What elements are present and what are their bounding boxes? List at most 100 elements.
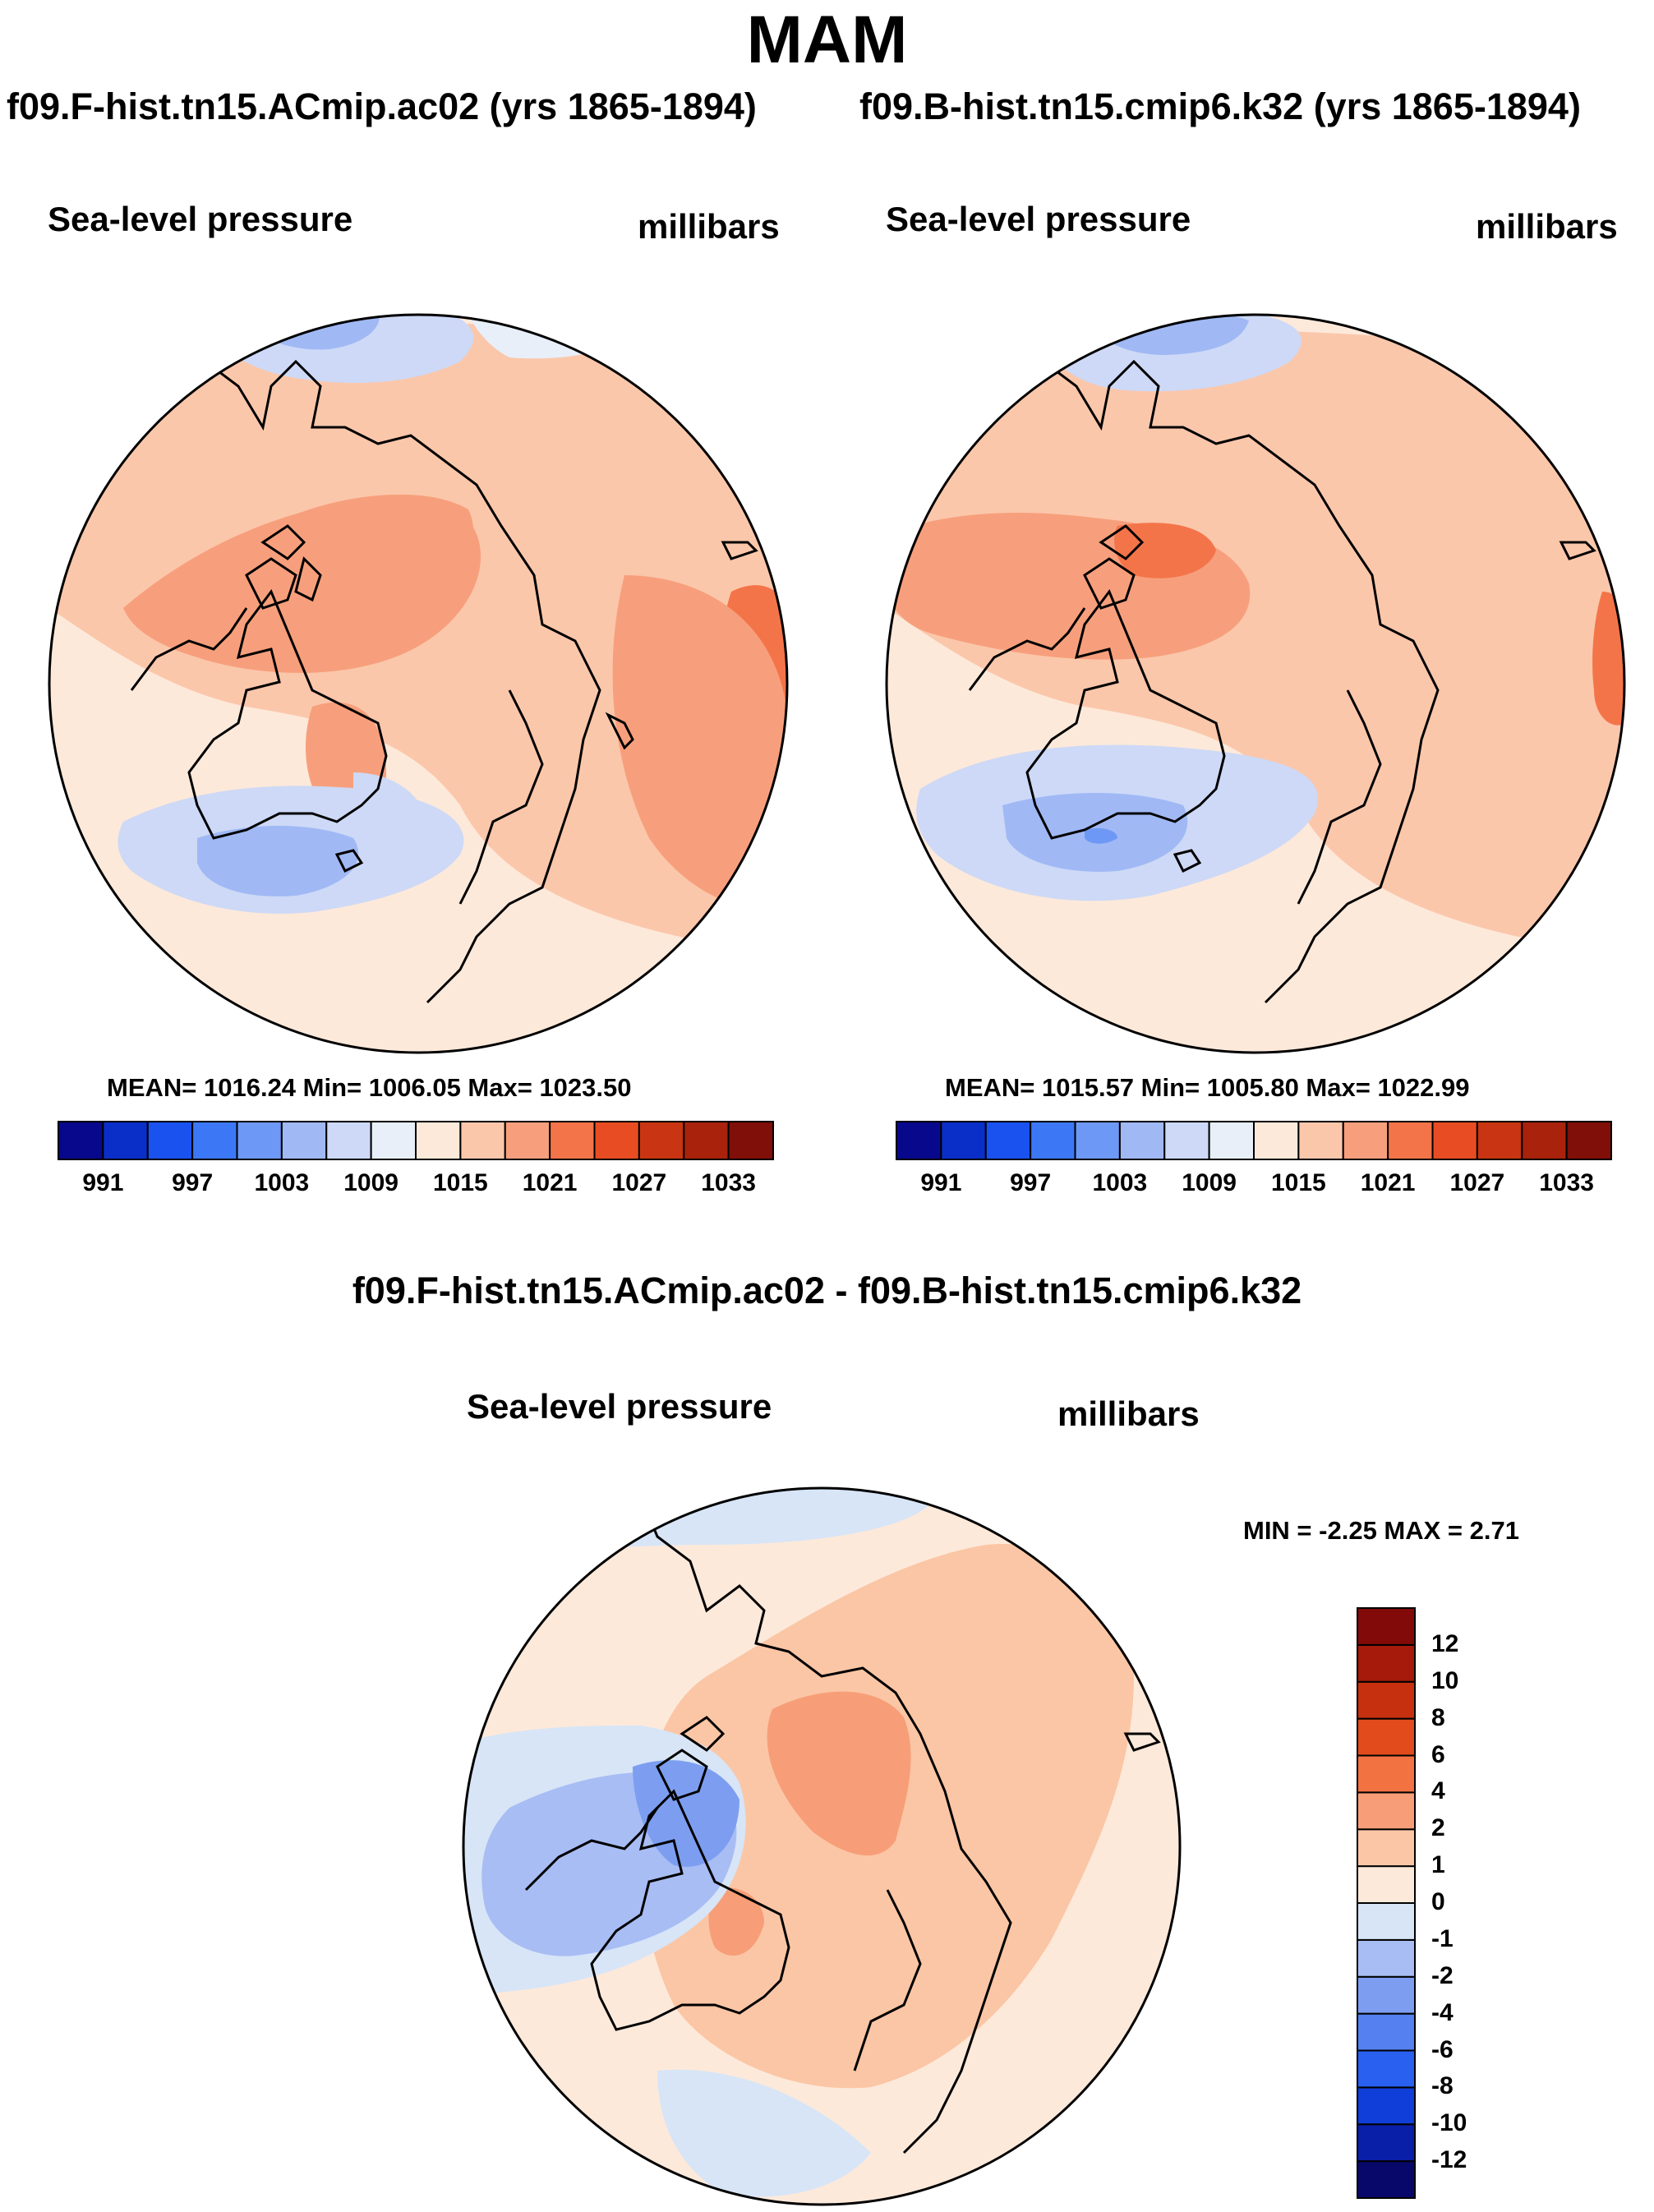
left-colorbar-swatch — [549, 1121, 596, 1160]
diff-stats: MIN = -2.25 MAX = 2.71 — [1243, 1516, 1519, 1545]
left-colorbar-tick-label: 1021 — [522, 1169, 578, 1196]
right-colorbar-swatch — [1253, 1121, 1300, 1160]
right-colorbar-swatch — [984, 1121, 1032, 1160]
left-colorbar-swatch — [593, 1121, 640, 1160]
left-colorbar-tick-label: 1015 — [433, 1169, 488, 1196]
left-units-label: millibars — [638, 207, 780, 246]
diff-units-label: millibars — [1057, 1394, 1200, 1433]
right-colorbar — [896, 1121, 1612, 1160]
difference-colorbar — [1357, 1607, 1416, 2199]
right-panel-title: f09.B-hist.tn15.cmip6.k32 (yrs 1865-1894… — [859, 85, 1581, 127]
difference-colorbar-tick-label: 2 — [1431, 1814, 1445, 1842]
right-colorbar-swatch — [1118, 1121, 1166, 1160]
left-variable-label: Sea-level pressure — [48, 200, 353, 238]
right-colorbar-swatch — [1030, 1121, 1076, 1160]
left-colorbar-swatch — [191, 1121, 238, 1160]
difference-colorbar-tick-label: -8 — [1431, 2072, 1454, 2100]
difference-colorbar-swatch — [1357, 1865, 1416, 1904]
difference-colorbar-tick-label: 1 — [1431, 1851, 1445, 1879]
difference-colorbar-swatch — [1357, 1975, 1416, 2015]
left-colorbar-swatch — [102, 1121, 149, 1160]
left-colorbar-swatch — [504, 1121, 551, 1160]
right-map-border — [885, 313, 1626, 1054]
difference-polar-map — [463, 1488, 1180, 2205]
difference-colorbar-swatch — [1357, 1643, 1416, 1683]
difference-colorbar-swatch — [1357, 2123, 1416, 2163]
left-map-border — [48, 313, 789, 1054]
difference-colorbar-swatch — [1357, 1938, 1416, 1978]
right-colorbar-swatch — [896, 1121, 942, 1160]
difference-colorbar-swatch — [1357, 1717, 1416, 1757]
difference-colorbar-swatch — [1357, 2160, 1416, 2199]
difference-colorbar-swatch — [1357, 1607, 1416, 1646]
difference-map-border — [462, 1486, 1182, 2206]
diff-variable-label: Sea-level pressure — [467, 1387, 772, 1426]
left-stats: MEAN= 1016.24 Min= 1006.05 Max= 1023.50 — [107, 1073, 632, 1102]
difference-colorbar-tick-label: 10 — [1431, 1666, 1459, 1694]
difference-colorbar-tick-label: -2 — [1431, 1961, 1454, 1989]
right-colorbar-swatch — [1431, 1121, 1478, 1160]
difference-colorbar-swatch — [1357, 1828, 1416, 1868]
right-colorbar-tick-label: 1009 — [1182, 1169, 1237, 1196]
left-colorbar-tick-label: 1027 — [611, 1169, 667, 1196]
difference-colorbar-tick-label: -10 — [1431, 2109, 1467, 2137]
right-colorbar-swatch — [1074, 1121, 1121, 1160]
right-colorbar-tick-label: 1033 — [1539, 1169, 1594, 1196]
right-colorbar-swatch — [1565, 1121, 1612, 1160]
difference-colorbar-tick-label: 0 — [1431, 1888, 1445, 1915]
left-colorbar-swatch — [370, 1121, 417, 1160]
right-colorbar-swatch — [1163, 1121, 1210, 1160]
difference-colorbar-tick-label: 12 — [1431, 1629, 1459, 1657]
right-colorbar-swatch — [940, 1121, 987, 1160]
difference-colorbar-tick-label: -6 — [1431, 2035, 1454, 2063]
left-panel-title: f09.F-hist.tn15.ACmip.ac02 (yrs 1865-189… — [7, 85, 757, 127]
left-colorbar — [58, 1121, 774, 1160]
right-colorbar-swatch — [1387, 1121, 1434, 1160]
left-colorbar-swatch — [727, 1121, 774, 1160]
left-colorbar-swatch — [325, 1121, 372, 1160]
difference-colorbar-swatch — [1357, 2049, 1416, 2089]
difference-colorbar-swatch — [1357, 1754, 1416, 1794]
difference-colorbar-tick-label: -12 — [1431, 2146, 1467, 2174]
diff-panel-title: f09.F-hist.tn15.ACmip.ac02 - f09.B-hist.… — [352, 1270, 1302, 1311]
right-stats: MEAN= 1015.57 Min= 1005.80 Max= 1022.99 — [945, 1073, 1470, 1102]
left-colorbar-swatch — [415, 1121, 462, 1160]
right-colorbar-tick-label: 1027 — [1449, 1169, 1505, 1196]
right-colorbar-tick-label: 991 — [920, 1169, 962, 1196]
left-colorbar-tick-label: 997 — [172, 1169, 214, 1196]
left-colorbar-tick-label: 991 — [82, 1169, 124, 1196]
right-colorbar-tick-label: 997 — [1010, 1169, 1052, 1196]
left-colorbar-swatch — [638, 1121, 685, 1160]
difference-colorbar-swatch — [1357, 1791, 1416, 1831]
difference-colorbar-tick-label: -4 — [1431, 1998, 1454, 2026]
left-colorbar-swatch — [146, 1121, 194, 1160]
right-units-label: millibars — [1476, 207, 1618, 246]
right-colorbar-swatch — [1342, 1121, 1389, 1160]
left-colorbar-swatch — [236, 1121, 283, 1160]
difference-colorbar-swatch — [1357, 1680, 1416, 1720]
difference-colorbar-tick-label: 6 — [1431, 1740, 1445, 1768]
left-colorbar-swatch — [58, 1121, 104, 1160]
right-colorbar-tick-label: 1015 — [1271, 1169, 1326, 1196]
difference-colorbar-swatch — [1357, 2012, 1416, 2052]
left-colorbar-tick-label: 1009 — [343, 1169, 399, 1196]
season-title: MAM — [746, 2, 908, 77]
right-colorbar-swatch — [1476, 1121, 1523, 1160]
left-polar-map — [49, 315, 787, 1053]
left-colorbar-swatch — [683, 1121, 730, 1160]
right-colorbar-swatch — [1521, 1121, 1568, 1160]
left-colorbar-swatch — [459, 1121, 506, 1160]
difference-colorbar-tick-label: -1 — [1431, 1924, 1454, 1952]
right-colorbar-tick-label: 1021 — [1360, 1169, 1416, 1196]
difference-colorbar-swatch — [1357, 1902, 1416, 1941]
difference-colorbar-tick-label: 8 — [1431, 1703, 1445, 1731]
right-variable-label: Sea-level pressure — [886, 200, 1191, 238]
left-colorbar-swatch — [280, 1121, 328, 1160]
right-polar-map — [887, 315, 1624, 1053]
difference-colorbar-tick-label: 4 — [1431, 1777, 1445, 1805]
right-colorbar-swatch — [1297, 1121, 1344, 1160]
difference-colorbar-swatch — [1357, 2086, 1416, 2126]
left-colorbar-tick-label: 1003 — [254, 1169, 310, 1196]
right-colorbar-swatch — [1208, 1121, 1255, 1160]
